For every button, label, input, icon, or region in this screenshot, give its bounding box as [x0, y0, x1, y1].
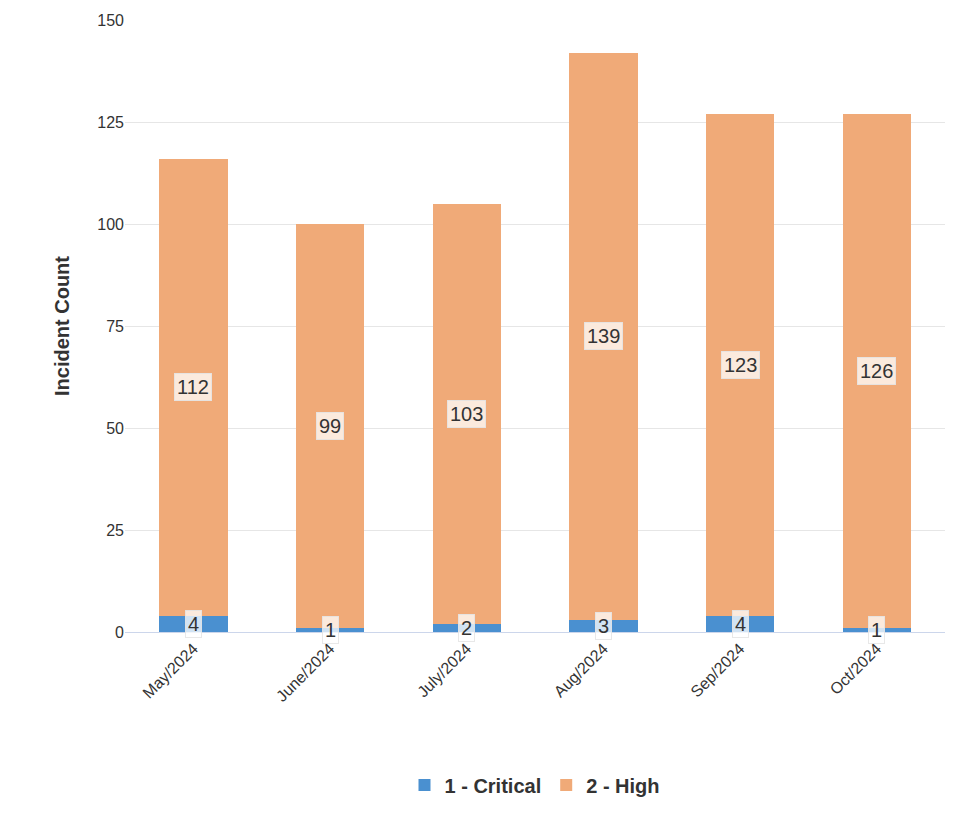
svg-text:0: 0	[115, 624, 124, 641]
svg-text:4: 4	[735, 613, 746, 635]
svg-text:1: 1	[325, 619, 336, 641]
svg-text:112: 112	[177, 376, 209, 398]
svg-text:July/2024: July/2024	[414, 640, 475, 701]
svg-text:50: 50	[106, 420, 124, 437]
svg-text:June/2024: June/2024	[273, 640, 338, 705]
svg-text:150: 150	[97, 12, 124, 29]
svg-text:2 - High: 2 - High	[586, 775, 659, 797]
svg-text:1 - Critical: 1 - Critical	[445, 775, 542, 797]
svg-text:4: 4	[188, 613, 199, 635]
svg-text:100: 100	[97, 216, 124, 233]
svg-text:125: 125	[97, 114, 124, 131]
svg-text:123: 123	[724, 354, 757, 376]
svg-text:126: 126	[860, 360, 893, 382]
svg-text:May/2024: May/2024	[139, 640, 201, 702]
svg-text:25: 25	[106, 522, 124, 539]
svg-text:1: 1	[871, 619, 882, 641]
svg-text:103: 103	[450, 403, 483, 425]
svg-text:75: 75	[106, 318, 124, 335]
svg-text:3: 3	[598, 615, 609, 637]
svg-text:Aug/2024: Aug/2024	[551, 640, 612, 701]
svg-text:Oct/2024: Oct/2024	[827, 640, 885, 698]
svg-text:2: 2	[461, 617, 472, 639]
svg-text:139: 139	[587, 325, 620, 347]
svg-text:Sep/2024: Sep/2024	[687, 640, 748, 701]
svg-text:99: 99	[319, 415, 341, 437]
svg-text:Incident Count: Incident Count	[51, 256, 73, 396]
